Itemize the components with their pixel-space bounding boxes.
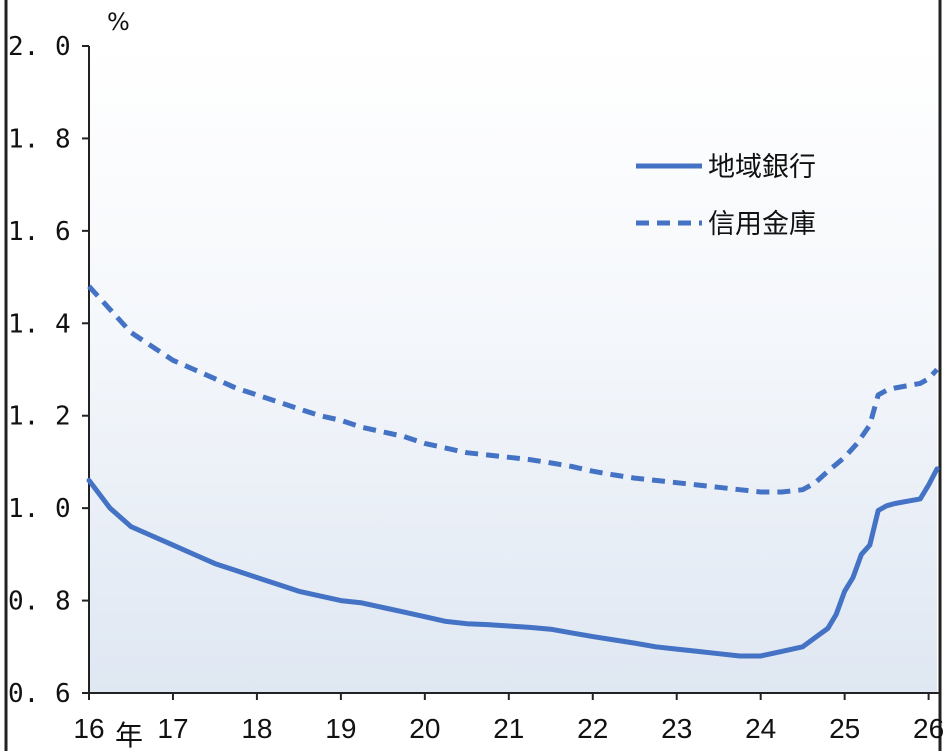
- x-tick-label: 18: [241, 713, 272, 744]
- y-unit-label: %: [107, 8, 130, 36]
- x-tick-label: 22: [577, 713, 608, 744]
- x-year-suffix-label: 年: [115, 720, 143, 751]
- y-tick-label: 1. 8: [8, 124, 71, 154]
- y-tick-label: 1. 0: [8, 494, 71, 524]
- x-tick-label: 16: [73, 713, 104, 744]
- series-line-regional-banks: [86, 466, 940, 659]
- legend: 地域銀行 信用金庫: [636, 152, 816, 240]
- x-tick-label: 19: [325, 713, 356, 744]
- series-line-shinkin-banks: [87, 284, 939, 495]
- axes: 2. 0 1. 8 1. 6 1. 4 1. 2 1. 0 0. 8 0. 616 年 17 18 1…: [8, 32, 944, 751]
- legend-label-shinkin-banks: 信用金庫: [708, 209, 816, 240]
- y-tick-label: 0. 8: [8, 587, 71, 617]
- x-tick-label: 17: [157, 713, 188, 744]
- x-tick-label: 20: [409, 713, 440, 744]
- x-tick-label: 24: [745, 713, 776, 744]
- x-tick-label: 21: [493, 713, 524, 744]
- legend-label-regional-banks: 地域銀行: [708, 152, 816, 183]
- y-tick-label: 0. 6: [8, 679, 71, 709]
- y-tick-label: 1. 6: [8, 217, 71, 247]
- y-tick-label: 2. 0: [8, 32, 71, 62]
- y-tick-label: 1. 2: [8, 402, 71, 432]
- series-layer: [86, 284, 940, 659]
- x-tick-label: 25: [829, 713, 860, 744]
- x-tick-label: 26: [913, 713, 944, 744]
- y-tick-label: 1. 4: [8, 309, 71, 339]
- x-tick-label: 23: [661, 713, 692, 744]
- plot-background: [89, 46, 937, 693]
